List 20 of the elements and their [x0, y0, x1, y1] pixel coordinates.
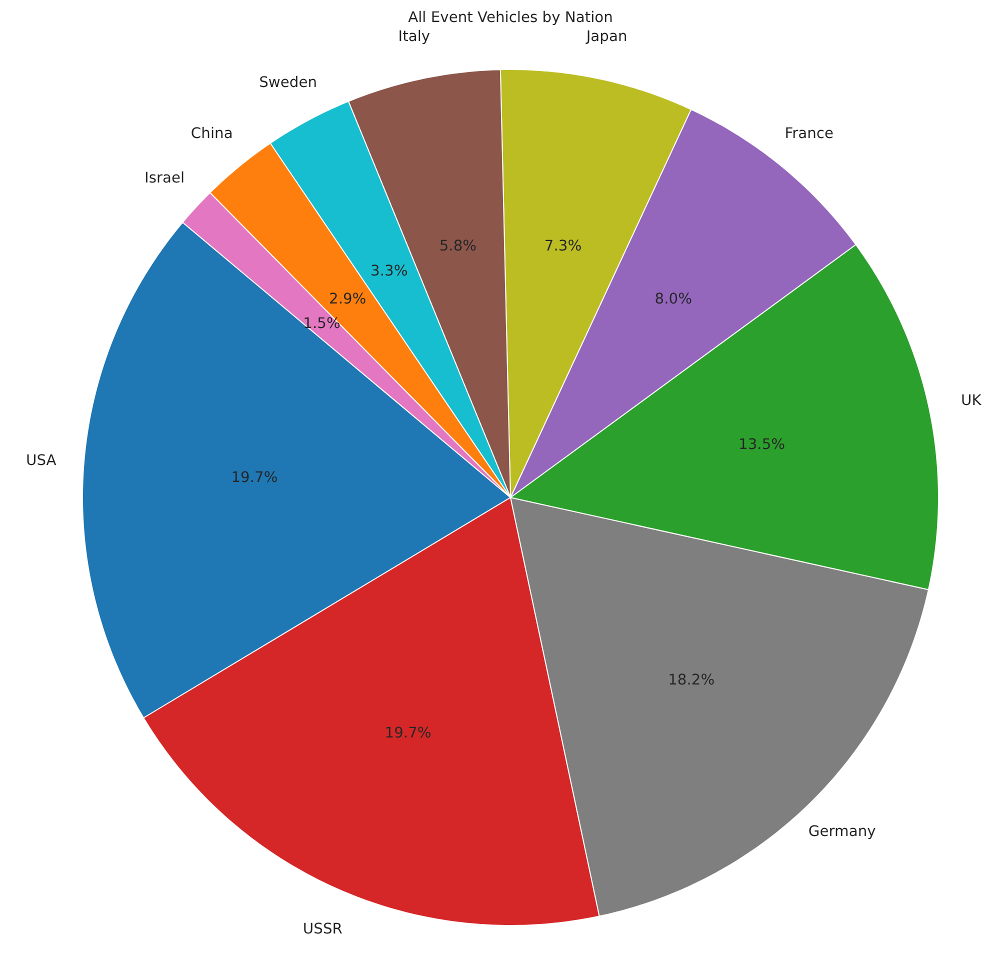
- data-label: 13.5%: [738, 436, 786, 454]
- data-label: 19.7%: [231, 468, 278, 486]
- data-label: 19.7%: [384, 724, 432, 742]
- slice-label: Japan: [585, 28, 628, 46]
- slice-label: USSR: [302, 920, 342, 938]
- slice-label: Sweden: [259, 74, 317, 92]
- data-label: 8.0%: [654, 290, 692, 308]
- slice-label: UK: [961, 392, 982, 409]
- data-label: 5.8%: [439, 238, 477, 255]
- slice-label: Israel: [144, 170, 185, 187]
- slice-label: USA: [26, 452, 56, 470]
- data-label: 2.9%: [328, 290, 366, 308]
- slice-label: Germany: [808, 823, 876, 840]
- chart-title: All Event Vehicles by Nation: [408, 9, 613, 26]
- slice-label: China: [190, 125, 233, 142]
- data-label: 18.2%: [668, 671, 715, 688]
- data-label: 3.3%: [370, 262, 408, 280]
- data-label: 7.3%: [544, 238, 582, 255]
- slice-label: Italy: [398, 28, 430, 46]
- slice-label: France: [784, 125, 834, 142]
